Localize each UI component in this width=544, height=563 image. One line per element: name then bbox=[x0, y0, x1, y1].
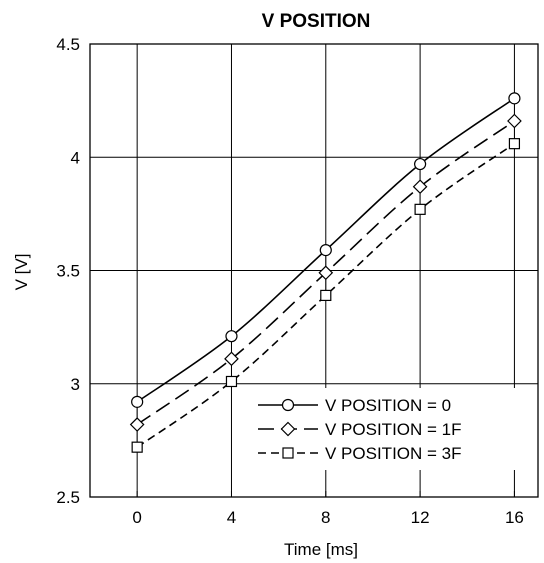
y-tick-label: 2.5 bbox=[56, 488, 80, 507]
x-tick-label: 16 bbox=[505, 508, 524, 527]
data-point bbox=[318, 265, 334, 281]
data-point bbox=[414, 157, 427, 171]
series-3 bbox=[131, 138, 521, 453]
tick-labels: 0 4 8 12 16 2.5 3 3.5 4 4.5 bbox=[56, 35, 524, 527]
y-tick-label: 3.5 bbox=[56, 262, 80, 281]
data-point bbox=[508, 92, 521, 105]
plot-frame bbox=[89, 43, 539, 498]
data-point bbox=[225, 330, 238, 343]
y-tick-label: 4 bbox=[71, 148, 80, 167]
x-tick-label: 12 bbox=[411, 508, 430, 527]
legend-marker bbox=[281, 398, 295, 412]
data-point bbox=[508, 138, 521, 150]
data-point bbox=[319, 244, 332, 257]
data-point bbox=[129, 417, 145, 432]
x-tick-label: 8 bbox=[321, 508, 330, 527]
series-1 bbox=[131, 92, 521, 425]
data-point bbox=[224, 351, 239, 367]
x-axis-label: Time [ms] bbox=[284, 540, 358, 559]
series-line bbox=[136, 143, 515, 448]
data-point bbox=[225, 375, 238, 388]
legend-item-3: V POSITION = 3F bbox=[258, 444, 462, 463]
y-axis-label: V [V] bbox=[12, 254, 31, 291]
data-point bbox=[131, 441, 143, 453]
data-point bbox=[320, 289, 332, 302]
legend: V POSITION = 0 V POSITION = 1F V POSITION … bbox=[250, 388, 524, 470]
data-point bbox=[412, 179, 428, 195]
legend-item-2: V POSITION = 1F bbox=[258, 420, 462, 439]
chart-title: V POSITION bbox=[262, 11, 371, 32]
legend-label: V POSITION = 3F bbox=[325, 444, 462, 463]
y-tick-label: 3 bbox=[71, 375, 80, 394]
legend-label: V POSITION = 1F bbox=[325, 420, 462, 439]
legend-label: V POSITION = 0 bbox=[325, 396, 451, 415]
legend-marker bbox=[282, 447, 294, 459]
series-layer bbox=[129, 92, 522, 453]
legend-marker bbox=[280, 421, 296, 437]
data-point bbox=[414, 203, 426, 215]
data-point bbox=[507, 113, 522, 129]
x-tick-label: 0 bbox=[132, 508, 141, 527]
y-tick-label: 4.5 bbox=[56, 35, 80, 54]
x-tick-label: 4 bbox=[227, 508, 236, 527]
data-point bbox=[131, 395, 144, 408]
legend-item-1: V POSITION = 0 bbox=[258, 396, 451, 415]
